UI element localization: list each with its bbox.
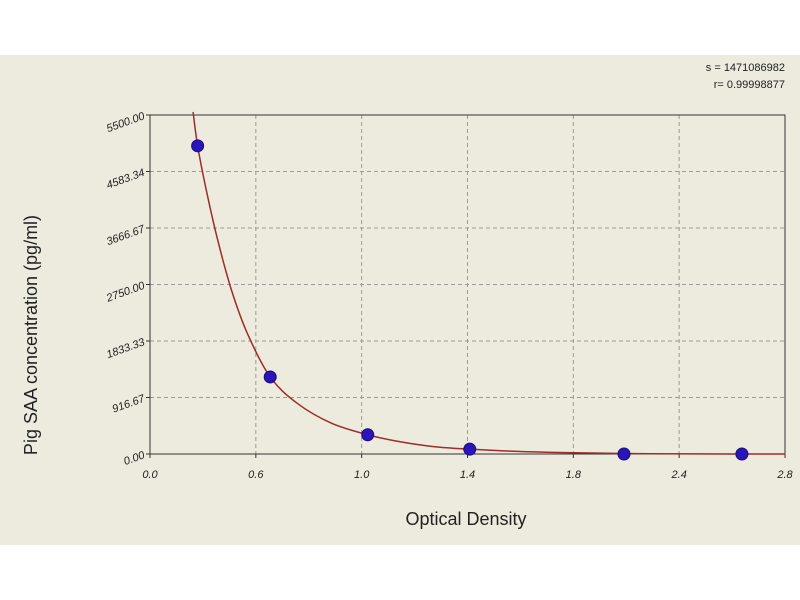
axis-ticks: 0.0 0.6 1.0 1.4 1.8 2.4 2.8 0.00 916.67 1833.33 27… — [104, 110, 794, 481]
y-tick-label: 3666.67 — [105, 223, 147, 248]
y-tick-label: 4583.34 — [105, 167, 146, 192]
data-point — [361, 428, 375, 442]
y-axis-title: Pig SAA concentration (pg/ml) — [21, 215, 41, 455]
x-tick-label: 1.4 — [460, 469, 475, 481]
data-point — [463, 442, 477, 456]
x-tick-label: 0.6 — [248, 469, 264, 481]
y-tick-label: 2750.00 — [104, 280, 147, 306]
y-tick-label: 1833.33 — [105, 336, 147, 361]
y-tick-label: 0.00 — [122, 449, 147, 468]
data-point — [617, 447, 631, 461]
grid — [150, 115, 785, 454]
data-points — [191, 139, 749, 461]
data-point — [735, 447, 749, 461]
data-point — [263, 370, 277, 384]
y-tick-label: 5500.00 — [105, 110, 147, 135]
stat-s-text: s = 1471086982 — [706, 62, 785, 74]
fit-curve — [192, 111, 786, 455]
stat-r-text: r= 0.99998877 — [714, 79, 785, 91]
calibration-chart: 0.0 0.6 1.0 1.4 1.8 2.4 2.8 0.00 916.67 1833.33 27… — [21, 62, 794, 529]
y-tick-label: 916.67 — [111, 393, 148, 416]
x-tick-label: 0.0 — [142, 469, 158, 481]
data-point — [191, 139, 205, 153]
x-tick-label: 1.0 — [354, 469, 370, 481]
chart-panel: 0.0 0.6 1.0 1.4 1.8 2.4 2.8 0.00 916.67 1833.33 27… — [0, 55, 800, 545]
x-axis-title: Optical Density — [405, 509, 526, 529]
x-tick-label: 1.8 — [566, 469, 582, 481]
x-tick-label: 2.8 — [776, 469, 793, 481]
x-tick-label: 2.4 — [671, 469, 687, 481]
